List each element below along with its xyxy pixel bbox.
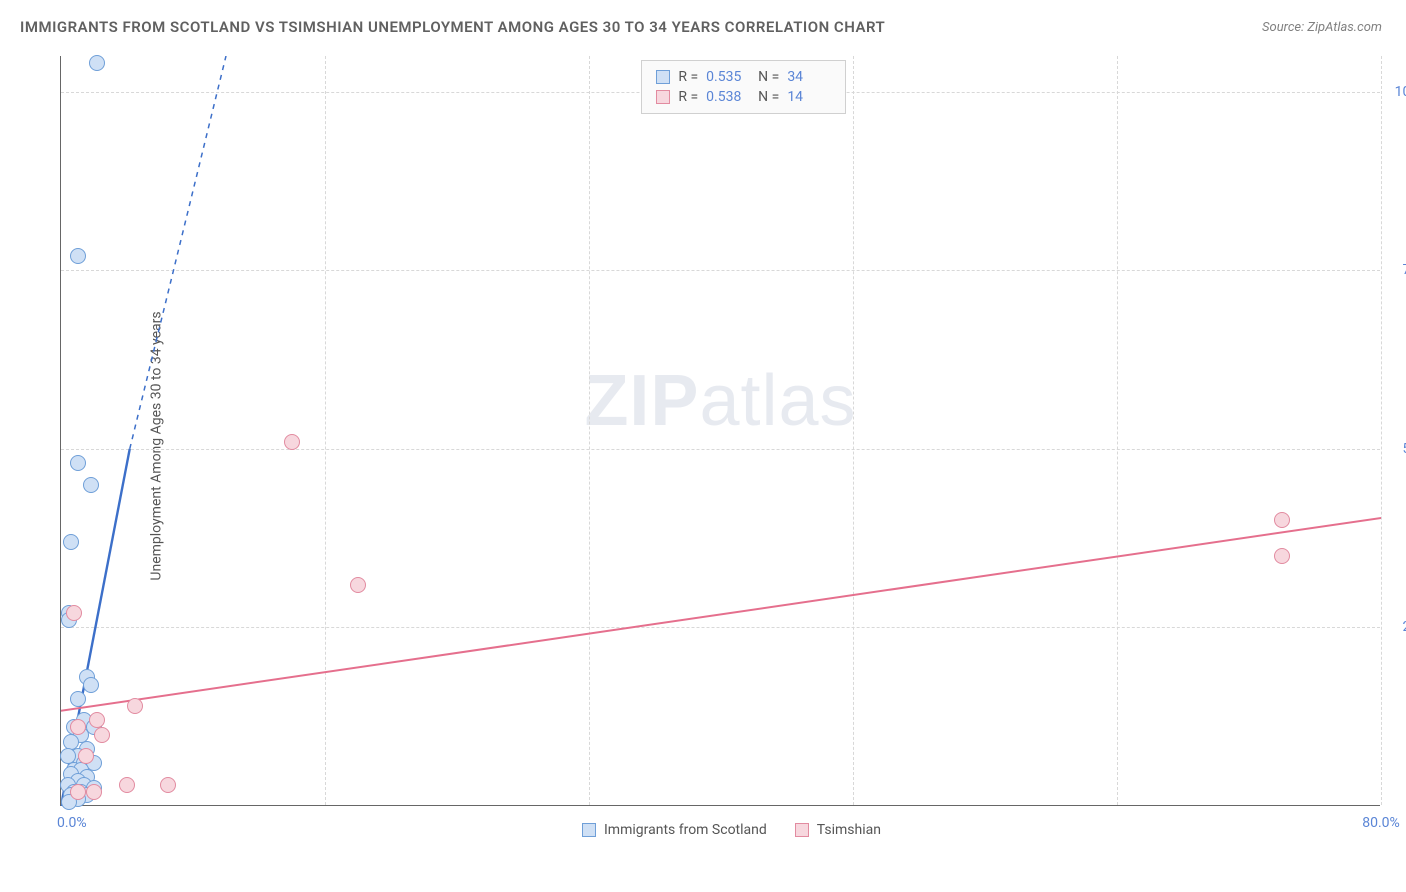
n-label: N = xyxy=(758,67,779,87)
data-point xyxy=(119,777,135,793)
data-point xyxy=(284,434,300,450)
gridline-v xyxy=(853,56,854,805)
source-attribution: Source: ZipAtlas.com xyxy=(1262,20,1382,35)
data-point xyxy=(1274,548,1290,564)
legend-label: Immigrants from Scotland xyxy=(604,822,767,838)
data-point xyxy=(350,577,366,593)
r-value: 0.535 xyxy=(706,67,750,87)
gridline-h xyxy=(61,270,1380,271)
r-label: R = xyxy=(678,67,698,87)
trend-lines xyxy=(61,56,1381,806)
data-point xyxy=(89,55,105,71)
data-point xyxy=(94,727,110,743)
n-value: 34 xyxy=(787,67,831,87)
series-swatch xyxy=(795,823,809,837)
data-point xyxy=(70,719,86,735)
correlation-row: R = 0.538 N = 14 xyxy=(656,87,831,107)
n-value: 14 xyxy=(787,87,831,107)
data-point xyxy=(83,677,99,693)
data-point xyxy=(70,248,86,264)
y-tick-label: 25.0% xyxy=(1390,619,1406,635)
gridline-h xyxy=(61,449,1380,450)
chart-title: IMMIGRANTS FROM SCOTLAND VS TSIMSHIAN UN… xyxy=(20,18,885,36)
watermark-rest: atlas xyxy=(699,361,856,441)
legend-label: Tsimshian xyxy=(817,822,881,838)
bottom-legend: Immigrants from Scotland Tsimshian xyxy=(582,822,881,838)
data-point xyxy=(66,605,82,621)
watermark-bold: ZIP xyxy=(584,361,699,441)
series-swatch xyxy=(656,70,670,84)
data-point xyxy=(160,777,176,793)
y-tick-label: 100.0% xyxy=(1390,84,1406,100)
r-label: R = xyxy=(678,87,698,107)
data-point xyxy=(78,748,94,764)
data-point xyxy=(70,691,86,707)
data-point xyxy=(70,455,86,471)
gridline-v xyxy=(325,56,326,805)
correlation-legend: R = 0.535 N = 34 R = 0.538 N = 14 xyxy=(641,60,846,114)
y-tick-label: 50.0% xyxy=(1390,441,1406,457)
gridline-v xyxy=(1117,56,1118,805)
series-swatch xyxy=(582,823,596,837)
watermark: ZIPatlas xyxy=(584,360,856,442)
data-point xyxy=(70,784,86,800)
data-point xyxy=(86,784,102,800)
data-point xyxy=(63,534,79,550)
gridline-v xyxy=(589,56,590,805)
legend-item: Tsimshian xyxy=(795,822,881,838)
gridline-h xyxy=(61,627,1380,628)
n-label: N = xyxy=(758,87,779,107)
gridline-v xyxy=(1381,56,1382,805)
r-value: 0.538 xyxy=(706,87,750,107)
scatter-plot: ZIPatlas 25.0%50.0%75.0%100.0%0.0%80.0%R… xyxy=(60,56,1380,806)
data-point xyxy=(1274,512,1290,528)
chart-area: Unemployment Among Ages 30 to 34 years Z… xyxy=(50,56,1380,836)
data-point xyxy=(127,698,143,714)
legend-item: Immigrants from Scotland xyxy=(582,822,767,838)
data-point xyxy=(83,477,99,493)
y-tick-label: 75.0% xyxy=(1390,262,1406,278)
x-origin-label: 0.0% xyxy=(57,815,87,831)
x-end-label: 80.0% xyxy=(1362,815,1400,831)
correlation-row: R = 0.535 N = 34 xyxy=(656,67,831,87)
series-swatch xyxy=(656,90,670,104)
